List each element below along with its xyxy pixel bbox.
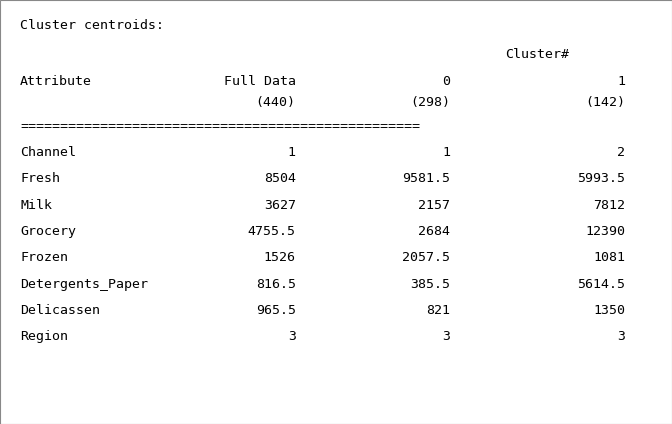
Text: 2157: 2157 (418, 198, 450, 212)
Text: 7812: 7812 (593, 198, 625, 212)
Text: Delicassen: Delicassen (20, 304, 100, 317)
Text: (298): (298) (410, 97, 450, 109)
Text: 5993.5: 5993.5 (577, 172, 625, 185)
Text: Cluster centroids:: Cluster centroids: (20, 19, 164, 32)
Text: (142): (142) (585, 97, 625, 109)
Text: 9581.5: 9581.5 (403, 172, 450, 185)
Text: 1526: 1526 (263, 251, 296, 264)
Text: 1: 1 (288, 146, 296, 159)
Text: 816.5: 816.5 (255, 278, 296, 290)
Text: 3: 3 (288, 330, 296, 343)
Text: ==================================================: ========================================… (20, 120, 420, 133)
Text: Grocery: Grocery (20, 225, 76, 238)
Text: Fresh: Fresh (20, 172, 60, 185)
Text: 12390: 12390 (585, 225, 625, 238)
Text: (440): (440) (255, 97, 296, 109)
Text: 1081: 1081 (593, 251, 625, 264)
Text: 2684: 2684 (418, 225, 450, 238)
Text: Milk: Milk (20, 198, 52, 212)
Text: Region: Region (20, 330, 68, 343)
Text: Detergents_Paper: Detergents_Paper (20, 278, 148, 290)
Text: 1: 1 (442, 146, 450, 159)
Text: 5614.5: 5614.5 (577, 278, 625, 290)
Text: 8504: 8504 (263, 172, 296, 185)
Text: 965.5: 965.5 (255, 304, 296, 317)
Text: Frozen: Frozen (20, 251, 68, 264)
Text: Channel: Channel (20, 146, 76, 159)
Text: 2057.5: 2057.5 (403, 251, 450, 264)
Text: 1: 1 (617, 75, 625, 88)
Text: 2: 2 (617, 146, 625, 159)
Text: 385.5: 385.5 (410, 278, 450, 290)
Text: 0: 0 (442, 75, 450, 88)
Text: 3627: 3627 (263, 198, 296, 212)
Text: 3: 3 (442, 330, 450, 343)
Text: Full Data: Full Data (224, 75, 296, 88)
Text: Attribute: Attribute (20, 75, 92, 88)
Text: Cluster#: Cluster# (505, 48, 570, 61)
Text: 3: 3 (617, 330, 625, 343)
Text: 1350: 1350 (593, 304, 625, 317)
Text: 821: 821 (426, 304, 450, 317)
Text: 4755.5: 4755.5 (248, 225, 296, 238)
